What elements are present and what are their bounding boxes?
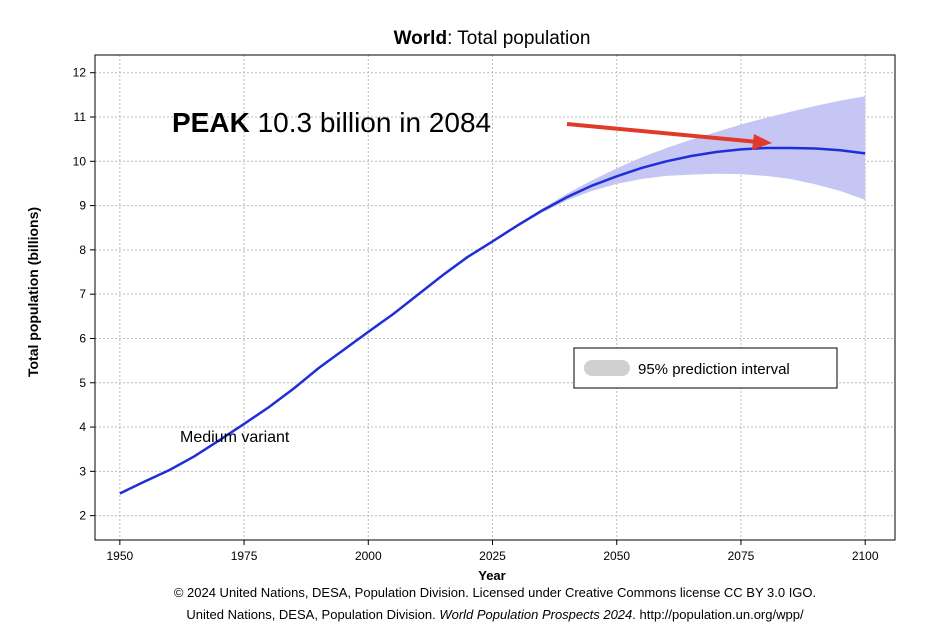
x-tick-label: 2075 — [728, 549, 755, 563]
y-tick-label: 10 — [73, 154, 87, 168]
series-label: Medium variant — [180, 429, 290, 446]
y-tick-label: 2 — [79, 509, 86, 523]
footer-line: © 2024 United Nations, DESA, Population … — [174, 585, 816, 600]
arrow-head — [752, 134, 772, 150]
x-axis-label: Year — [478, 568, 505, 583]
legend-label: 95% prediction interval — [638, 361, 790, 378]
y-tick-label: 3 — [79, 464, 86, 478]
x-tick-label: 2025 — [479, 549, 506, 563]
x-tick-label: 2000 — [355, 549, 382, 563]
annotation-text: 10.3 billion in 2084 — [250, 107, 491, 138]
plot-area: 2 3 4 5 6 7 8 9 10 11 12 1950 1975 2000 2025 2050 2075 21… — [73, 55, 895, 563]
y-tick-label: 11 — [74, 110, 87, 124]
annotation: PEAK 10.3 billion in 2084 — [172, 107, 491, 138]
annotation-bold: PEAK — [172, 107, 250, 138]
y-tick-label: 9 — [79, 199, 86, 213]
footer-text: United Nations, DESA, Population Divisio… — [186, 607, 439, 622]
y-tick-label: 5 — [79, 376, 86, 390]
x-tick-label: 2050 — [603, 549, 630, 563]
x-tick-label: 1950 — [106, 549, 133, 563]
title-rest: : Total population — [447, 28, 590, 49]
y-tick-label: 4 — [79, 420, 86, 434]
legend-swatch — [584, 360, 630, 376]
x-tick-label: 1975 — [231, 549, 258, 563]
series-line — [119, 146, 866, 495]
title-bold: World — [394, 28, 447, 49]
y-axis-label: Total population (billions) — [25, 207, 41, 377]
x-tick-label: 2100 — [852, 549, 879, 563]
chart-title: World: Total population — [394, 28, 591, 49]
footer-italic: World Population Prospects 2024 — [439, 607, 632, 622]
plot-border — [94, 54, 896, 541]
annotation-arrow — [566, 122, 759, 144]
y-tick-label: 6 — [79, 331, 86, 345]
y-tick-label: 7 — [79, 287, 86, 301]
footer-line: United Nations, DESA, Population Divisio… — [186, 607, 804, 622]
footer-text: . http://population.un.org/wpp/ — [632, 607, 804, 622]
prediction-band — [492, 96, 866, 242]
y-tick-label: 8 — [79, 243, 86, 257]
y-tick-label: 12 — [73, 66, 87, 80]
